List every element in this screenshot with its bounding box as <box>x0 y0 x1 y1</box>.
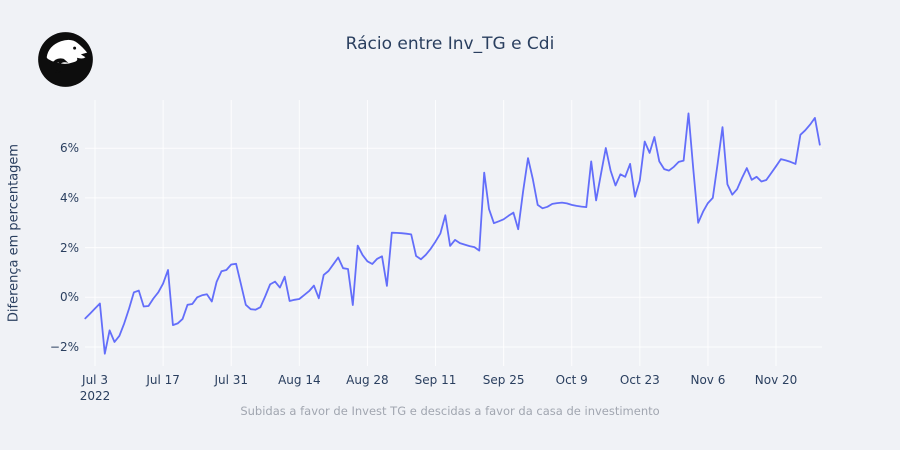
x-tick-label: Sep 11 <box>414 373 457 387</box>
chart-title: Rácio entre Inv_TG e Cdi <box>345 34 555 54</box>
data-line-series[interactable] <box>84 112 821 355</box>
y-tick-label: 4% <box>59 190 79 205</box>
y-tick-label: −2% <box>49 340 79 354</box>
x-tick-label: Aug 28 <box>346 373 389 387</box>
x-tick-label: Jul 17 <box>146 373 180 387</box>
y-tick-label: 0% <box>59 290 79 305</box>
y-tick-label: 6% <box>59 141 79 156</box>
logo-inner-head-shape <box>51 58 69 73</box>
x-tick-label: Jul 31 <box>214 373 248 387</box>
chart-caption: Subidas a favor de Invest TG e descidas … <box>240 404 660 418</box>
x-tick-label: Aug 14 <box>278 373 321 387</box>
x-tick-label: Oct 23 <box>619 373 660 387</box>
animal-head-logo <box>38 32 93 87</box>
x-tick-label: Nov 6 <box>690 373 726 387</box>
logo-eye-dot <box>73 46 77 50</box>
x-tick-label: Nov 20 <box>754 373 798 387</box>
y-tick-label: 2% <box>59 240 79 255</box>
x-tick-label: Jul 3 2022 <box>79 373 111 403</box>
x-tick-label: Sep 25 <box>482 373 525 387</box>
horse-head-shape <box>46 39 88 64</box>
x-tick-label: Oct 9 <box>555 373 588 387</box>
